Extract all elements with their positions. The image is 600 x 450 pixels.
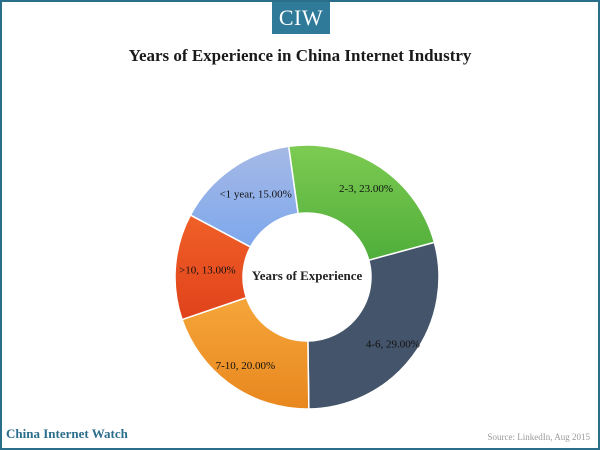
slice-label: 2-3, 23.00% [339, 183, 393, 195]
slice-label: 4-6, 29.00% [366, 339, 420, 351]
slice-label: >10, 13.00% [179, 265, 236, 277]
slice-label: <1 year, 15.00% [219, 189, 291, 201]
chart-title: Years of Experience in China Internet In… [128, 46, 472, 65]
brand-footer: China Internet Watch [6, 426, 128, 441]
center-label: Years of Experience [252, 268, 363, 283]
source-note: Source: LinkedIn, Aug 2015 [487, 432, 591, 442]
ciw-logo: CIW [272, 2, 330, 34]
slice-label: 7-10, 20.00% [216, 360, 276, 372]
donut-hole [243, 213, 371, 341]
slice-labels-group: 2-3, 23.00% 4-6, 29.00% 7-10, 20.00% >10, 1… [179, 183, 420, 372]
